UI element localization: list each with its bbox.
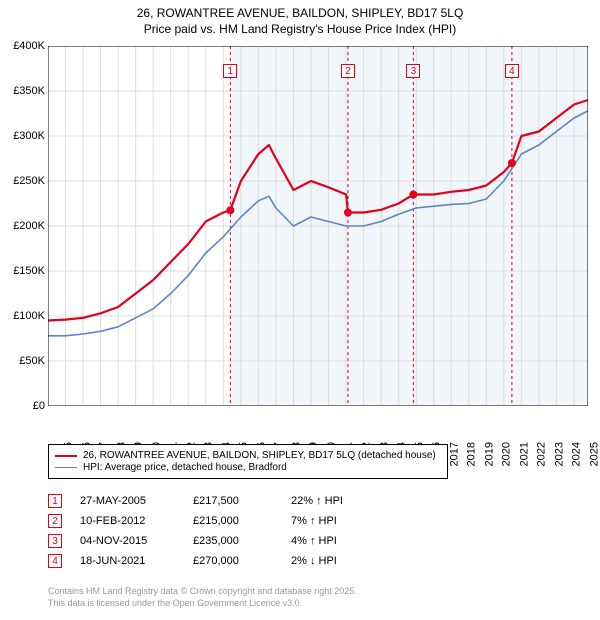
sale-row: 2 10-FEB-2012 £215,000 7% ↑ HPI <box>48 514 381 528</box>
x-axis-tick-label: 2022 <box>536 442 548 466</box>
sale-index-badge: 2 <box>48 514 62 528</box>
sale-date: 18-JUN-2021 <box>80 555 175 567</box>
sale-flag-4: 4 <box>505 64 519 78</box>
legend-swatch <box>55 455 77 457</box>
sale-diff-vs-hpi: 22% ↑ HPI <box>291 495 381 507</box>
sale-flag-1: 1 <box>223 64 237 78</box>
sale-row: 4 18-JUN-2021 £270,000 2% ↓ HPI <box>48 554 381 568</box>
sale-price: £215,000 <box>193 515 273 527</box>
sale-date: 04-NOV-2015 <box>80 535 175 547</box>
x-axis-tick-label: 2021 <box>518 442 530 466</box>
x-axis-tick-label: 2019 <box>483 442 495 466</box>
y-axis-tick-label: £0 <box>33 400 45 412</box>
chart-title-line1: 26, ROWANTREE AVENUE, BAILDON, SHIPLEY, … <box>0 6 600 22</box>
sale-index-badge: 4 <box>48 554 62 568</box>
x-axis-tick-label: 2023 <box>553 442 565 466</box>
sale-price: £235,000 <box>193 535 273 547</box>
x-axis-tick-label: 2025 <box>588 442 600 466</box>
sale-index-badge: 1 <box>48 494 62 508</box>
sale-flag-2: 2 <box>341 64 355 78</box>
y-axis-tick-label: £50K <box>19 355 45 367</box>
sale-row: 1 27-MAY-2005 £217,500 22% ↑ HPI <box>48 494 381 508</box>
y-axis-tick-label: £250K <box>13 175 45 187</box>
sale-date: 10-FEB-2012 <box>80 515 175 527</box>
data-attribution: Contains HM Land Registry data © Crown c… <box>48 586 357 609</box>
y-axis-tick-label: £400K <box>13 40 45 52</box>
x-axis-tick-label: 2020 <box>501 442 513 466</box>
footer-line1: Contains HM Land Registry data © Crown c… <box>48 586 357 598</box>
y-axis-tick-label: £100K <box>13 310 45 322</box>
x-axis-tick-label: 2024 <box>571 442 583 466</box>
sale-price: £270,000 <box>193 555 273 567</box>
legend: 26, ROWANTREE AVENUE, BAILDON, SHIPLEY, … <box>48 444 448 479</box>
legend-item: 26, ROWANTREE AVENUE, BAILDON, SHIPLEY, … <box>55 450 441 461</box>
y-axis-tick-label: £300K <box>13 130 45 142</box>
legend-item: HPI: Average price, detached house, Brad… <box>55 462 441 473</box>
legend-label: HPI: Average price, detached house, Brad… <box>83 462 287 473</box>
x-axis-tick-label: 2017 <box>448 442 460 466</box>
y-axis-tick-label: £200K <box>13 220 45 232</box>
price-chart <box>48 46 588 406</box>
sales-table: 1 27-MAY-2005 £217,500 22% ↑ HPI 2 10-FEB-201… <box>48 494 381 574</box>
y-axis-tick-label: £350K <box>13 85 45 97</box>
footer-line2: This data is licensed under the Open Gov… <box>48 598 357 610</box>
y-axis-tick-label: £150K <box>13 265 45 277</box>
sale-diff-vs-hpi: 2% ↓ HPI <box>291 555 381 567</box>
sale-flag-3: 3 <box>406 64 420 78</box>
sale-index-badge: 3 <box>48 534 62 548</box>
sale-date: 27-MAY-2005 <box>80 495 175 507</box>
chart-title-line2: Price paid vs. HM Land Registry's House … <box>0 22 600 38</box>
sale-diff-vs-hpi: 4% ↑ HPI <box>291 535 381 547</box>
legend-label: 26, ROWANTREE AVENUE, BAILDON, SHIPLEY, … <box>83 450 436 461</box>
x-axis-tick-label: 2018 <box>466 442 478 466</box>
sale-price: £217,500 <box>193 495 273 507</box>
legend-swatch <box>55 467 77 468</box>
sale-row: 3 04-NOV-2015 £235,000 4% ↑ HPI <box>48 534 381 548</box>
sale-diff-vs-hpi: 7% ↑ HPI <box>291 515 381 527</box>
